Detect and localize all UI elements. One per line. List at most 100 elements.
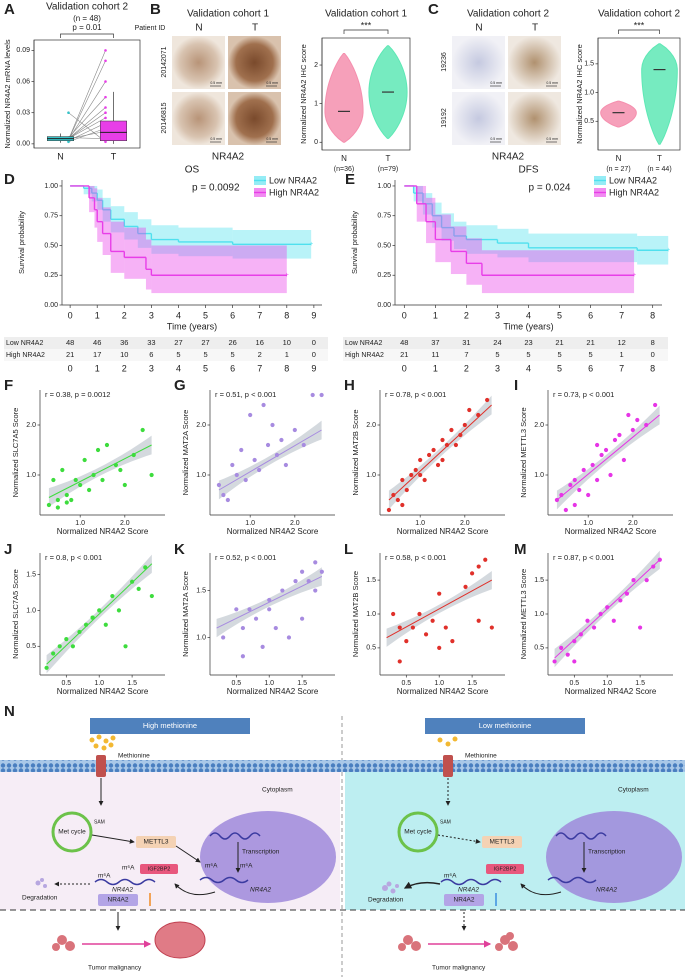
- chart-title: Validation cohort 2: [598, 9, 681, 20]
- arrow: [403, 881, 441, 889]
- m6a-label: m⁶A: [122, 865, 135, 872]
- cells: [52, 935, 75, 951]
- m6a-label: m⁶A: [240, 863, 253, 870]
- pair-line: [68, 81, 106, 140]
- bracket: [60, 33, 114, 38]
- point: [100, 477, 105, 483]
- confidence-band: [435, 214, 451, 263]
- x-tick-label: 3: [495, 363, 500, 373]
- point: [595, 442, 600, 448]
- point: [435, 462, 441, 468]
- point: [252, 457, 257, 463]
- risk-count: 8: [651, 338, 655, 347]
- point: [581, 467, 586, 473]
- x-tick-label: 0: [68, 363, 73, 373]
- y-axis-label: Normalized METTL3 Score: [519, 407, 528, 497]
- panel-label: M: [514, 541, 527, 558]
- point: [444, 442, 450, 448]
- risk-count: 21: [400, 350, 408, 359]
- y-tick-label: 0.25: [44, 272, 58, 279]
- fit-line: [554, 559, 661, 659]
- writer-box: [482, 836, 522, 848]
- x-tick-label: 1.5: [635, 680, 645, 687]
- confidence-band: [151, 245, 287, 294]
- risk-count: 5: [176, 350, 180, 359]
- x-tick-label: N: [616, 154, 622, 163]
- x-axis-label: Time (years): [503, 321, 553, 331]
- ihc-title: Validation cohort 2: [467, 9, 550, 20]
- gene: NR4A2: [112, 887, 133, 894]
- pair-line: [68, 112, 106, 143]
- point: [598, 611, 603, 617]
- risk-count: 10: [283, 338, 291, 347]
- point: [559, 645, 564, 650]
- ihc-image: [228, 92, 281, 145]
- risk-count: 27: [201, 338, 209, 347]
- y-tick-label: 1.00: [377, 183, 391, 190]
- scale-bar-label: 0.5 mm: [266, 137, 278, 141]
- confidence-band: [97, 197, 103, 242]
- point: [437, 591, 442, 596]
- x-tick-label: 7: [619, 363, 624, 373]
- risk-count: 0: [651, 350, 655, 359]
- risk-count: 24: [493, 338, 501, 347]
- point: [313, 560, 318, 565]
- reader: IGF2BP2: [494, 866, 517, 872]
- point: [267, 597, 272, 603]
- confidence-band: [94, 188, 98, 228]
- column-header: N: [195, 23, 202, 34]
- point: [585, 618, 590, 623]
- point: [103, 622, 108, 627]
- methionine-dots: [89, 734, 116, 751]
- ihc-title: Validation cohort 1: [187, 9, 270, 20]
- y-axis-label: Normalized NR4A2 mRNA levels: [3, 39, 12, 148]
- pair-line: [68, 96, 106, 138]
- fit-line: [388, 404, 492, 501]
- point: [552, 659, 557, 664]
- x-tick-label: 5: [203, 310, 208, 320]
- y-tick-label: 1.0: [534, 472, 544, 479]
- chart-title: Validation cohort 1: [325, 9, 408, 20]
- annotation: r = 0.38, p = 0.0012: [45, 390, 110, 399]
- y-tick-label: 1.0: [366, 611, 376, 618]
- y-axis-label: Normalized METTL3 Score: [519, 569, 528, 659]
- x-tick-label: 1.0: [264, 680, 274, 687]
- scale-bar-label: 0.5 mm: [546, 137, 558, 141]
- point: [253, 616, 259, 621]
- ihc-image: [452, 36, 505, 89]
- point: [462, 422, 467, 428]
- legend-label: Low NR4A2: [269, 175, 317, 185]
- censor-mark: +: [666, 247, 670, 254]
- x-tick-label: 1.5: [127, 680, 137, 687]
- point: [44, 665, 49, 670]
- y-axis-label: Normalized NR4A2 IHC score: [299, 44, 308, 144]
- confidence-band: [466, 238, 482, 285]
- x-tick-label: 5: [557, 310, 562, 320]
- confidence-band: [124, 227, 146, 279]
- point: [578, 632, 583, 637]
- x-tick-label: 1: [95, 310, 100, 320]
- column-header: N: [475, 23, 482, 34]
- outcome: Tumor malignancy: [432, 965, 486, 972]
- x-tick-label: 6: [588, 363, 593, 373]
- y-tick-label: 1.5: [26, 571, 36, 578]
- pair-line: [68, 137, 106, 139]
- nucleus: [546, 811, 682, 903]
- y-tick-label: 1.0: [584, 89, 594, 96]
- risk-row: [343, 337, 668, 349]
- point: [476, 564, 481, 569]
- confidence-band: [110, 221, 125, 273]
- protein-box: [444, 894, 484, 906]
- point: [470, 571, 475, 576]
- point: [257, 467, 262, 473]
- point: [221, 492, 226, 498]
- arrow: [91, 834, 135, 844]
- sample-size: (n=79): [378, 166, 398, 173]
- outcome: Tumor malignancy: [88, 965, 142, 972]
- point: [149, 472, 154, 478]
- fate: Degradation: [368, 897, 404, 904]
- point: [409, 472, 414, 478]
- header-bar: [90, 718, 250, 734]
- point: [67, 140, 70, 144]
- x-axis-label: Normalized NR4A2 Score: [565, 527, 657, 536]
